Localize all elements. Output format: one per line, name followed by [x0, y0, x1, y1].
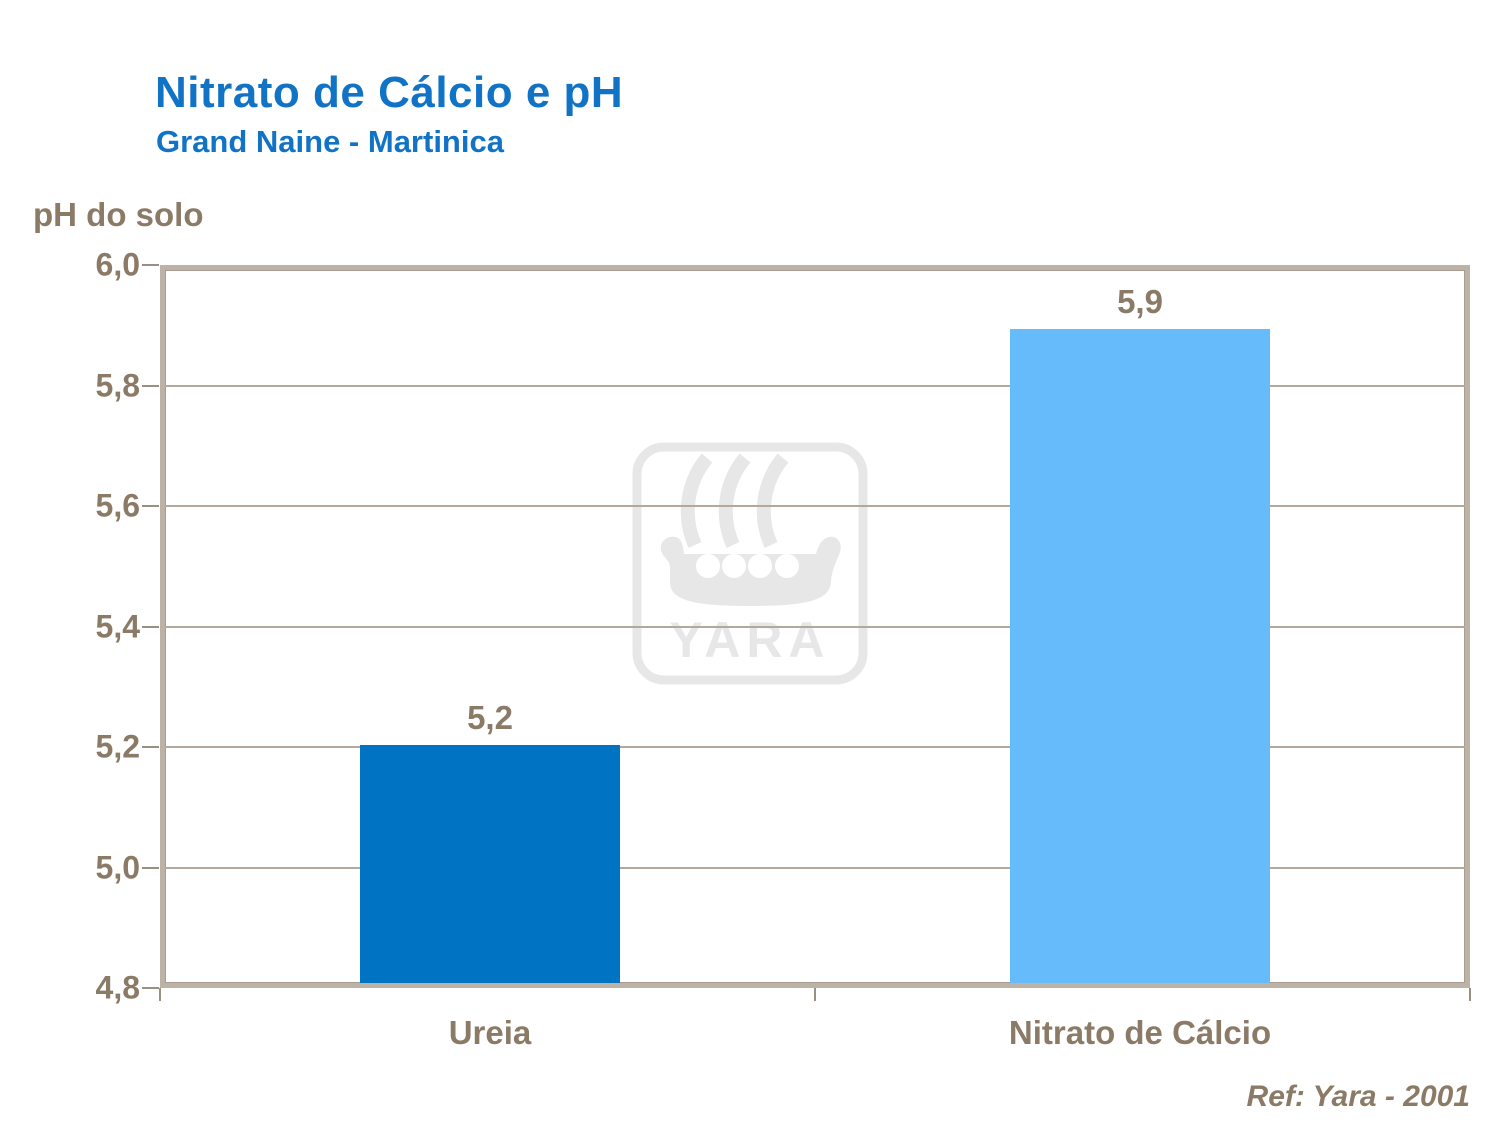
y-tick-label: 5,6 — [95, 487, 140, 524]
gridline — [165, 384, 1465, 387]
viking-ship-hull-icon — [660, 536, 841, 606]
y-tick-label: 5,4 — [95, 608, 140, 644]
y-tick-mark — [142, 384, 159, 387]
gridline — [165, 505, 1465, 507]
sail-icon — [718, 453, 751, 548]
bar-value-label: 5,2 — [467, 699, 513, 737]
sail-icon — [756, 453, 789, 548]
x-tick-mark — [159, 988, 161, 1001]
watermark-brand-text: YARA — [669, 612, 830, 668]
reference-note: Ref: Yara - 2001 — [1246, 1080, 1470, 1113]
bar-value-label: 5,9 — [1117, 283, 1163, 321]
y-tick-mark — [142, 746, 159, 748]
y-tick-label: 6,0 — [95, 246, 140, 283]
y-tick-mark — [142, 866, 159, 869]
y-tick-label: 5,0 — [95, 849, 140, 885]
y-tick-mark — [142, 505, 159, 507]
y-tick-mark — [142, 987, 159, 989]
chart-subtitle: Grand Naine - Martinica — [156, 124, 504, 159]
x-tick-mark — [1469, 988, 1471, 1001]
y-tick-label: 5,8 — [95, 367, 140, 403]
x-tick-mark — [814, 988, 816, 1001]
category-label: Ureia — [448, 1014, 532, 1051]
y-tick-mark — [142, 264, 159, 266]
category-label: Nitrato de Cálcio — [1008, 1014, 1272, 1051]
gridline — [165, 625, 1465, 628]
watermark-frame — [632, 442, 868, 685]
bar-nitrato-de-calcio — [1010, 329, 1270, 983]
gridline — [165, 866, 1465, 869]
chart-title: Nitrato de Cálcio e pH — [155, 68, 624, 117]
bar-ureia — [360, 745, 620, 983]
y-tick-label: 5,2 — [95, 728, 140, 765]
y-tick-mark — [142, 625, 159, 628]
sail-icon — [680, 453, 713, 548]
y-axis-title: pH do solo — [33, 196, 204, 233]
y-tick-label: 4,8 — [95, 969, 140, 1006]
yara-logo-watermark: YARA — [632, 442, 868, 685]
gridline — [165, 746, 1465, 748]
plot-area: YARA — [160, 265, 1470, 988]
